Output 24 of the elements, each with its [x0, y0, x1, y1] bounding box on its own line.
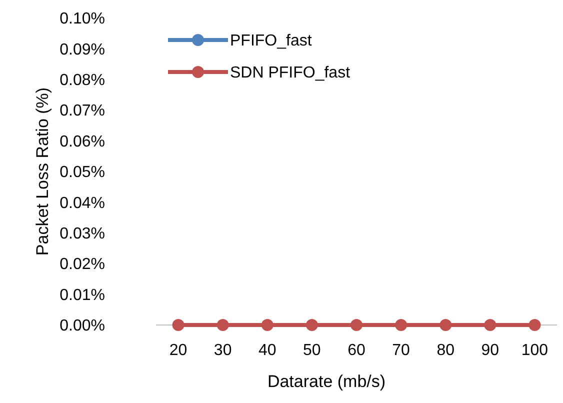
x-axis-title: Datarate (mb/s) [267, 372, 386, 391]
x-tick-label: 100 [521, 342, 548, 359]
y-tick-label: 0.05% [60, 164, 105, 182]
y-tick-label: 0.07% [60, 102, 105, 120]
legend-label: PFIFO_fast [230, 32, 312, 50]
legend-label: SDN PFIFO_fast [230, 64, 351, 82]
x-tick-label: 30 [214, 342, 232, 359]
x-tick-label: 50 [303, 342, 321, 359]
x-tick-label: 70 [392, 342, 410, 359]
y-tick-label: 0.04% [60, 194, 105, 212]
x-tick-label: 90 [481, 342, 500, 359]
y-tick-label: 0.02% [60, 256, 105, 274]
x-tick-label: 20 [169, 342, 188, 359]
y-tick-label: 0.03% [60, 226, 105, 242]
y-axis-title: Packet Loss Ratio (%) [33, 87, 52, 256]
x-tick-label: 80 [436, 342, 455, 359]
x-tick-label: 40 [258, 342, 276, 359]
y-tick-label: 0.09% [60, 41, 105, 58]
x-tick-label: 60 [348, 342, 366, 359]
y-tick-label: 0.08% [60, 72, 105, 89]
y-tick-label: 0.06% [60, 133, 105, 150]
y-tick-label: 0.10% [60, 10, 105, 28]
y-tick-label: 0.01% [60, 286, 105, 304]
y-tick-label: 0.00% [60, 318, 105, 335]
